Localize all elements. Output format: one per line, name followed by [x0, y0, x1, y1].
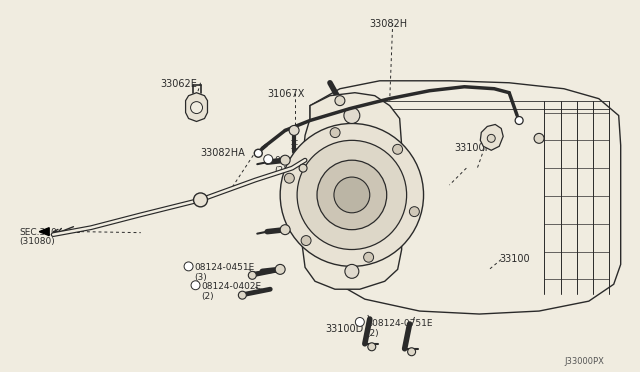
- Circle shape: [534, 134, 544, 143]
- Circle shape: [284, 173, 294, 183]
- Text: 33100F: 33100F: [454, 143, 491, 153]
- Circle shape: [280, 124, 424, 266]
- Circle shape: [515, 116, 523, 125]
- Circle shape: [191, 102, 202, 113]
- Circle shape: [264, 155, 273, 164]
- Circle shape: [368, 343, 376, 351]
- Circle shape: [254, 149, 262, 157]
- Text: B08124-0751E: B08124-0751E: [366, 319, 432, 328]
- Text: 33100: 33100: [499, 254, 530, 264]
- Text: 33062E: 33062E: [161, 79, 198, 89]
- Text: 33082HA: 33082HA: [200, 148, 245, 158]
- Circle shape: [301, 235, 311, 246]
- Text: (2): (2): [366, 329, 378, 338]
- Circle shape: [345, 264, 359, 278]
- Circle shape: [355, 318, 364, 327]
- Polygon shape: [308, 81, 621, 314]
- Circle shape: [280, 155, 290, 165]
- Circle shape: [297, 140, 406, 250]
- Text: 08124-0451E: 08124-0451E: [195, 263, 255, 272]
- Circle shape: [280, 225, 290, 235]
- Circle shape: [238, 291, 246, 299]
- Circle shape: [248, 271, 256, 279]
- Circle shape: [330, 128, 340, 138]
- Text: 33082H: 33082H: [370, 19, 408, 29]
- Text: 08124-0402E: 08124-0402E: [202, 282, 262, 291]
- Text: (3): (3): [195, 273, 207, 282]
- Polygon shape: [39, 228, 49, 235]
- Circle shape: [191, 281, 200, 290]
- Text: SEC.310: SEC.310: [19, 228, 57, 237]
- Polygon shape: [480, 125, 503, 150]
- Text: 33100D: 33100D: [296, 196, 334, 206]
- Text: B: B: [266, 157, 270, 162]
- Circle shape: [193, 193, 207, 207]
- Text: 33100D: 33100D: [325, 324, 364, 334]
- Circle shape: [299, 164, 307, 172]
- Text: (2): (2): [274, 166, 287, 175]
- Polygon shape: [186, 93, 207, 122]
- Text: B: B: [193, 283, 198, 288]
- Text: 31067X: 31067X: [268, 89, 305, 99]
- Text: (2): (2): [202, 292, 214, 301]
- Text: B: B: [186, 264, 191, 269]
- Text: (31080): (31080): [19, 237, 55, 246]
- Circle shape: [410, 207, 419, 217]
- Circle shape: [393, 144, 403, 154]
- Circle shape: [334, 177, 370, 213]
- Circle shape: [344, 108, 360, 124]
- Circle shape: [289, 125, 299, 135]
- Circle shape: [364, 252, 374, 262]
- Text: 08124-0751E: 08124-0751E: [274, 156, 335, 165]
- Polygon shape: [302, 93, 402, 289]
- Circle shape: [408, 348, 415, 356]
- Circle shape: [487, 134, 495, 142]
- Text: J33000PX: J33000PX: [564, 357, 604, 366]
- Circle shape: [275, 264, 285, 274]
- Text: B: B: [358, 320, 362, 324]
- Circle shape: [317, 160, 387, 230]
- Circle shape: [335, 96, 345, 106]
- Circle shape: [184, 262, 193, 271]
